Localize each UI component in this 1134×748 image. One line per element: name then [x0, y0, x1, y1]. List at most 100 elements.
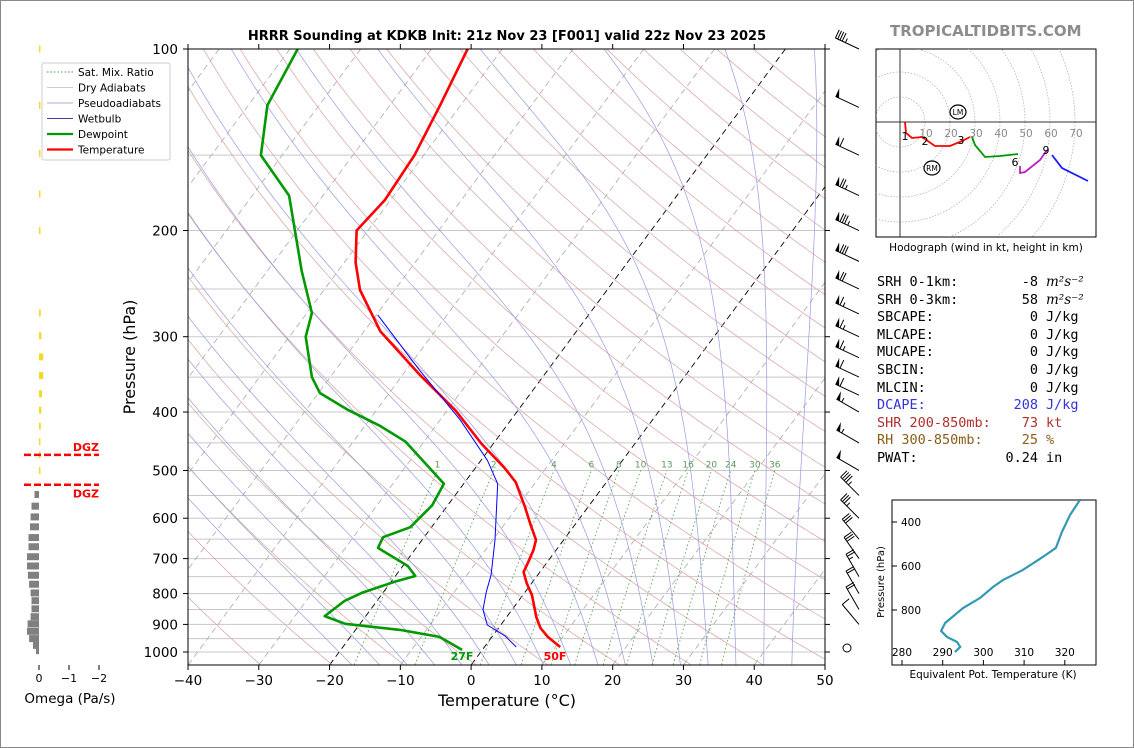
parameter-value: 0	[1029, 362, 1038, 378]
theta-e-x-label: 310	[1014, 647, 1034, 659]
dgz-label: DGZ	[73, 441, 99, 454]
dewpoint-line	[259, 49, 463, 652]
parameter-label: SBCIN:	[877, 362, 926, 378]
hodograph-frame	[875, 48, 1097, 238]
skewt-background-lines: 1 2 4 6 8 10 13 16 20 24 30 36	[188, 49, 825, 665]
mixing-ratio-label: 4	[551, 460, 557, 470]
omega-bar-down	[30, 589, 39, 597]
mixing-ratio-label: 30	[749, 460, 761, 470]
pseudoadiabat	[724, 49, 768, 665]
barb-full	[843, 515, 852, 522]
x-axis-label: Temperature (°C)	[437, 691, 576, 710]
theta-e-x-label: 290	[933, 647, 953, 659]
omega-bar-down	[27, 620, 39, 628]
barb-full	[842, 494, 850, 502]
mixing-ratio-line	[651, 470, 712, 665]
parameter-unit: m²s⁻²	[1046, 291, 1084, 308]
y-tick-label: 100	[152, 42, 178, 58]
theta-e-panel: 400 600 800 280 290 300 310 320	[891, 499, 1097, 666]
x-tick-label: 50	[816, 673, 833, 689]
parameter-label: SHR 200-850mb:	[877, 414, 991, 431]
wind-barb	[835, 317, 860, 338]
parameter-unit: %	[1046, 432, 1055, 449]
hodograph-ring-label: 30	[969, 128, 982, 140]
parameter-label: SRH 0-3km:	[877, 291, 959, 308]
y-tick-label: 500	[152, 463, 178, 479]
barb-half	[842, 302, 846, 307]
theta-e-frame	[891, 499, 1097, 666]
skewt-profiles	[259, 49, 562, 652]
barb-staff	[841, 518, 860, 540]
omega-bar-down	[34, 490, 39, 498]
barb-full	[847, 551, 856, 557]
barb-staff	[835, 143, 860, 156]
chart-title: HRRR Sounding at KDKB Init: 21z Nov 23 […	[248, 29, 766, 44]
barb-full	[847, 568, 856, 574]
dry-adiabat	[276, 49, 825, 542]
parameter-value: 73	[1021, 414, 1038, 431]
barb-staff	[845, 553, 860, 577]
surface-temperature-label: 50F	[544, 650, 567, 663]
mixing-ratio-label: 6	[588, 460, 594, 470]
hodograph-height-label: 3	[958, 134, 965, 147]
barb-full	[841, 598, 850, 605]
dry-adiabat	[313, 49, 825, 505]
surface-dewpoint-label: 27F	[451, 650, 474, 663]
barb-staff	[835, 95, 860, 108]
omega-bar-down	[29, 580, 39, 588]
omega-bar-down	[27, 627, 39, 635]
dry-adiabat	[239, 49, 825, 581]
parameter-label: MUCAPE:	[877, 344, 934, 361]
omega-bar-up	[39, 332, 42, 340]
y-tick-label: 400	[152, 405, 178, 421]
barb-full	[839, 137, 845, 147]
barb-half	[841, 428, 845, 434]
wind-barb	[835, 242, 860, 262]
wind-barb	[835, 357, 860, 378]
omega-bar-down	[28, 543, 39, 551]
parameter-value: 58	[1021, 291, 1038, 308]
wind-barb	[835, 136, 860, 156]
mixing-ratio-label: 10	[635, 460, 647, 470]
theta-e-y-label: 800	[901, 605, 921, 617]
barb-half	[841, 397, 845, 403]
barb-flag	[835, 375, 840, 386]
pseudoadiabat	[188, 211, 544, 665]
skewt-axes: −40 −30 −20 −10 0 10 20 30 40 50 100 200 300 400 500 60…	[144, 42, 834, 689]
dry-adiabat	[188, 338, 548, 665]
isotherm	[329, 49, 786, 665]
x-tick-label: 30	[675, 673, 692, 689]
barb-flag	[835, 269, 840, 280]
hodograph-height-label: 2	[922, 135, 929, 148]
barb-half	[846, 502, 851, 507]
barb-half	[848, 556, 854, 560]
barb-full	[845, 581, 855, 588]
parameter-unit: in	[1046, 450, 1063, 466]
skewt-plot-frame	[187, 48, 826, 666]
barb-staff	[835, 346, 860, 359]
parameter-value: 25	[1021, 432, 1038, 449]
wind-barb	[845, 581, 860, 610]
hodograph-trace	[904, 121, 971, 147]
barb-flag	[835, 88, 840, 99]
dry-adiabat	[203, 49, 825, 620]
barb-full	[840, 493, 848, 501]
omega-bar-down	[27, 562, 39, 570]
pseudoadiabat	[188, 315, 490, 665]
mixing-ratio-label: 2	[491, 460, 497, 470]
barb-staff	[835, 249, 860, 262]
pseudoadiabat	[188, 358, 463, 665]
barb-staff	[835, 365, 860, 378]
dry-adiabat	[386, 49, 825, 432]
legend-label: Dewpoint	[78, 129, 128, 141]
barb-full	[841, 245, 847, 254]
mixing-ratio-line	[550, 470, 620, 665]
barb-full	[839, 178, 845, 187]
barb-staff	[835, 325, 860, 338]
wind-barb	[835, 375, 860, 396]
barb-flag	[835, 211, 840, 222]
omega-bar-down	[27, 553, 39, 561]
omega-bar-down	[27, 571, 39, 579]
